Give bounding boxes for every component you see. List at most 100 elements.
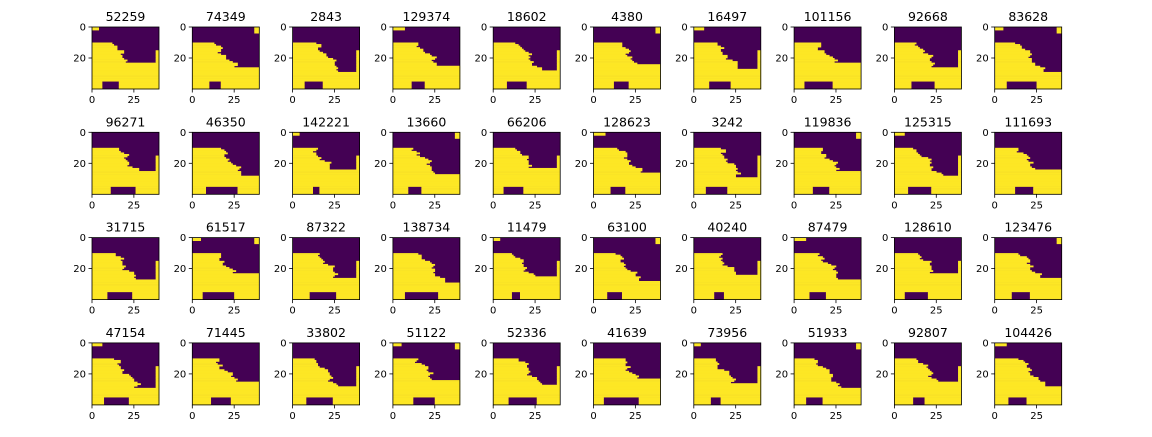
- heatmap-cell-run: [757, 166, 762, 169]
- heatmap-cell-run: [794, 293, 810, 296]
- heatmap-cell-run: [292, 192, 313, 195]
- heatmap-cell-run: [230, 398, 260, 401]
- heatmap-cell-run: [693, 169, 736, 172]
- heatmap-cell-run: [292, 260, 325, 263]
- heatmap-cell-run: [794, 59, 838, 62]
- y-tick-label: 20: [474, 369, 487, 380]
- heatmap-cell-run: [593, 181, 661, 184]
- heatmap-cell-run: [92, 61, 126, 63]
- heatmap-cell-run: [934, 87, 962, 90]
- x-tick-label: 25: [629, 411, 642, 422]
- heatmap-cell-run: [92, 150, 121, 153]
- heatmap-cell-run: [693, 172, 741, 175]
- heatmap-cell-run: [994, 254, 1021, 257]
- heatmap-cell-run: [822, 401, 862, 404]
- subplot-title: 31715: [106, 220, 146, 235]
- heatmap-cell-run: [92, 188, 111, 190]
- heatmap-cell-run: [556, 366, 561, 368]
- heatmap-cell-run: [593, 377, 638, 379]
- heatmap-cell-run: [493, 78, 561, 80]
- heatmap-cell-run: [593, 273, 636, 276]
- heatmap-cell-run: [292, 161, 332, 164]
- heatmap-cell-run: [526, 82, 561, 85]
- heatmap-cell-run: [958, 370, 962, 373]
- heatmap-cell-run: [994, 79, 1062, 82]
- heatmap-cell-run: [894, 78, 962, 80]
- heatmap-cell-run: [931, 191, 962, 194]
- heatmap-cell-run: [192, 42, 215, 45]
- heatmap-cell-run: [757, 171, 762, 173]
- heatmap-cell-run: [894, 191, 909, 194]
- heatmap-cell-run: [192, 157, 227, 159]
- heatmap-cell-run: [693, 82, 710, 85]
- heatmap-cell-run: [155, 169, 160, 172]
- heatmap-cell-run: [693, 389, 762, 392]
- heatmap-cell-run: [92, 183, 160, 186]
- heatmap-cell-run: [593, 79, 661, 82]
- heatmap-cell-run: [757, 164, 762, 167]
- heatmap-cell-run: [994, 403, 1009, 406]
- heatmap-cell-run: [593, 401, 604, 404]
- heatmap-cell-run: [155, 155, 160, 158]
- heatmap-cell-run: [693, 267, 735, 269]
- subplot-title: 138734: [403, 220, 451, 235]
- heatmap-cell-run: [693, 87, 710, 90]
- x-tick-label: 0: [189, 200, 195, 211]
- heatmap-cell-run: [292, 398, 307, 401]
- heatmap-cell-run: [894, 62, 935, 65]
- heatmap-cell-run: [493, 361, 526, 364]
- subplot-title: 111693: [1004, 114, 1052, 129]
- heatmap-cell-run: [894, 192, 909, 195]
- heatmap-cell-run: [693, 284, 762, 286]
- heatmap-cell-run: [958, 367, 962, 370]
- x-tick-label: 25: [830, 200, 843, 211]
- heatmap-cell-run: [757, 375, 762, 378]
- heatmap-cell-run: [92, 56, 123, 59]
- heatmap-cell-run: [927, 291, 962, 294]
- heatmap-cell-run: [192, 271, 233, 274]
- heatmap-cell-run: [292, 277, 360, 280]
- heatmap-cell-run: [319, 192, 360, 195]
- heatmap-cell-run: [155, 50, 160, 53]
- subplot-title: 87479: [808, 220, 848, 235]
- heatmap-cell-run: [234, 293, 260, 296]
- heatmap-cell-run: [794, 401, 807, 404]
- heatmap-cell-run: [794, 394, 862, 396]
- heatmap-cell-run: [493, 172, 561, 175]
- heatmap-cell-run: [192, 285, 260, 288]
- heatmap-cell-run: [593, 268, 628, 271]
- heatmap-cell-run: [192, 260, 225, 263]
- heatmap-cell-run: [292, 268, 334, 271]
- heatmap-cell-run: [894, 268, 932, 271]
- heatmap-cell-run: [757, 370, 762, 373]
- heatmap-cell-run: [292, 78, 360, 80]
- heatmap-cell-run: [693, 397, 711, 399]
- heatmap-cell-run: [392, 64, 437, 67]
- heatmap-cell-run: [192, 389, 260, 392]
- heatmap-cell-run: [392, 161, 431, 164]
- heatmap-cell-run: [593, 183, 661, 186]
- heatmap-cell-run: [192, 70, 260, 73]
- heatmap-cell-run: [392, 358, 419, 361]
- heatmap-cell-run: [693, 273, 736, 276]
- heatmap-cell-run: [292, 400, 307, 403]
- heatmap-cell-run: [392, 344, 402, 347]
- heatmap-cell-run: [192, 372, 233, 375]
- heatmap-cell-run: [720, 398, 762, 401]
- heatmap-cell-run: [92, 373, 130, 376]
- heatmap-cell-run: [336, 293, 360, 296]
- heatmap-cell-run: [794, 154, 827, 156]
- heatmap-cell-run: [924, 397, 962, 399]
- subplot-title: 101156: [804, 9, 852, 24]
- heatmap-cell-run: [92, 398, 105, 401]
- heatmap-cell-run: [155, 163, 160, 166]
- heatmap-cell-run: [392, 152, 420, 155]
- heatmap-cell-run: [92, 50, 125, 53]
- heatmap-cell-run: [292, 395, 360, 398]
- subplot-title: 16497: [707, 9, 747, 24]
- heatmap-cell-run: [894, 166, 934, 169]
- heatmap-cell-run: [894, 282, 962, 285]
- subplot-title: 47154: [106, 325, 146, 340]
